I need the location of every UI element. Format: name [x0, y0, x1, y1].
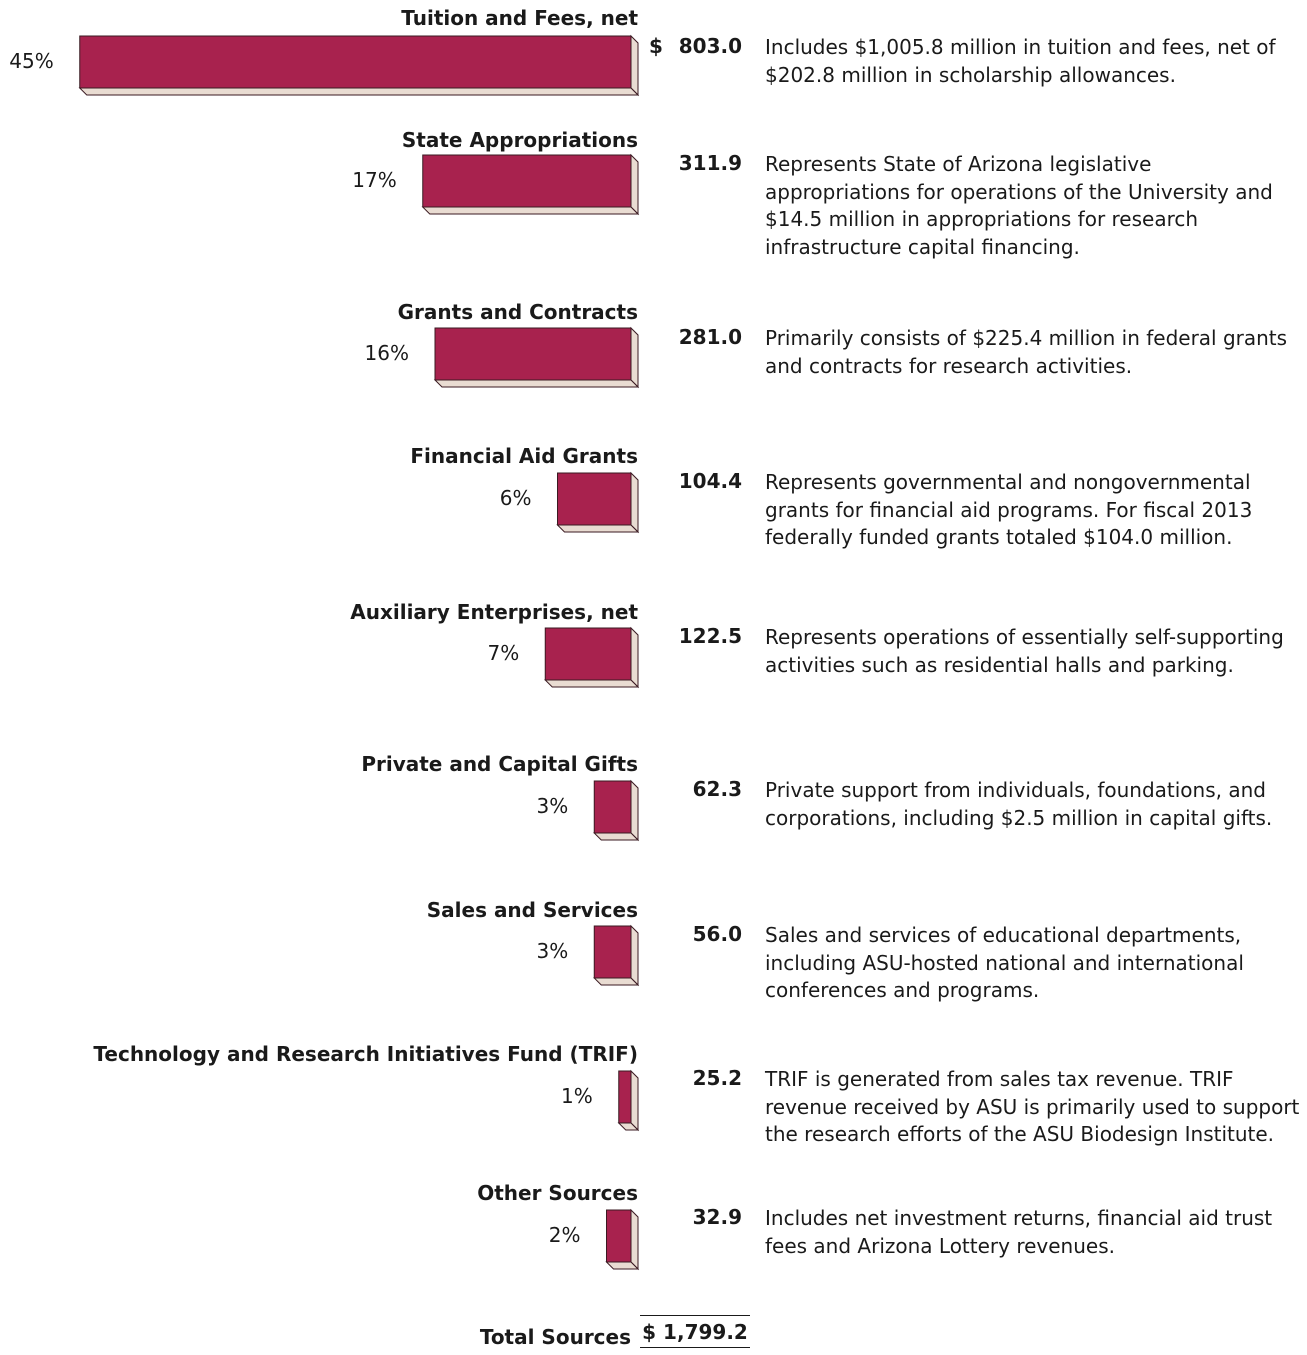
- bar-bottom-5: [593, 832, 640, 841]
- amount-label-8: 32.9: [692, 1205, 742, 1229]
- bar-6: [593, 924, 640, 987]
- bar-face-5: [593, 780, 632, 834]
- amount-label-4: 122.5: [678, 624, 742, 648]
- bar-bottom-0: [78, 87, 640, 96]
- description-5: Private support from individuals, founda…: [765, 778, 1273, 830]
- amount-label-2: 281.0: [678, 325, 742, 349]
- bar-3: [556, 471, 640, 534]
- description-4: Represents operations of essentially sel…: [765, 625, 1284, 677]
- bar-face-6: [593, 925, 632, 979]
- bar-4: [544, 626, 640, 689]
- category-label-1: State Appropriations: [401, 128, 638, 152]
- bar-1: [421, 153, 640, 216]
- bar-side-8: [630, 1208, 639, 1271]
- total-value: $ 1,799.2: [640, 1315, 750, 1348]
- bar-bottom-3: [556, 524, 640, 533]
- bar-bottom-1: [421, 206, 640, 215]
- percent-label-0: 45%: [9, 49, 54, 73]
- amount-label-5: 62.3: [692, 777, 742, 801]
- category-label-5: Private and Capital Gifts: [361, 752, 638, 776]
- bar-side-1: [630, 153, 639, 216]
- percent-label-6: 3%: [536, 939, 569, 963]
- category-label-3: Financial Aid Grants: [410, 444, 638, 468]
- description-8: Includes net investment returns, financi…: [765, 1206, 1273, 1258]
- category-label-0: Tuition and Fees, net: [401, 6, 638, 30]
- amount-label-7: 25.2: [692, 1066, 742, 1090]
- bar-face-8: [606, 1209, 632, 1263]
- bar-5: [593, 779, 640, 842]
- bar-side-7: [630, 1069, 639, 1132]
- bar-face-2: [434, 327, 632, 381]
- bar-face-4: [544, 627, 632, 681]
- description-6: Sales and services of educational depart…: [765, 923, 1244, 1002]
- percent-label-4: 7%: [487, 641, 520, 665]
- description-1: Represents State of Arizona legislative …: [765, 152, 1273, 259]
- percent-label-5: 3%: [536, 794, 569, 818]
- percent-label-8: 2%: [548, 1223, 581, 1247]
- percent-label-1: 17%: [352, 168, 397, 192]
- bar-7: [617, 1069, 640, 1132]
- category-label-7: Technology and Research Initiatives Fund…: [93, 1042, 638, 1066]
- bar-bottom-2: [433, 379, 640, 388]
- bar-bottom-6: [593, 977, 640, 986]
- description-3: Represents governmental and nongovernmen…: [765, 470, 1253, 549]
- bar-side-6: [630, 924, 639, 987]
- bar-side-5: [630, 779, 639, 842]
- bar-face-3: [557, 472, 632, 526]
- percent-label-7: 1%: [561, 1084, 593, 1108]
- bar-side-3: [630, 471, 639, 534]
- amount-label-6: 56.0: [692, 922, 742, 946]
- category-label-6: Sales and Services: [426, 898, 638, 922]
- percent-label-2: 16%: [364, 341, 409, 365]
- bar-bottom-4: [544, 679, 640, 688]
- category-label-4: Auxiliary Enterprises, net: [350, 600, 638, 624]
- bar-2: [433, 326, 640, 389]
- currency-symbol: $: [649, 34, 663, 58]
- bar-8: [605, 1208, 640, 1271]
- bar-side-4: [630, 626, 639, 689]
- bar-0: [78, 34, 640, 97]
- description-7: TRIF is generated from sales tax revenue…: [765, 1067, 1300, 1146]
- bar-side-0: [630, 34, 639, 97]
- percent-label-3: 6%: [499, 486, 532, 510]
- bar-side-2: [630, 326, 639, 389]
- amount-label-0: 803.0: [678, 34, 742, 58]
- category-label-2: Grants and Contracts: [397, 300, 638, 324]
- total-label: Total Sources: [479, 1325, 631, 1349]
- amount-label-3: 104.4: [678, 469, 742, 493]
- bar-face-7: [618, 1070, 632, 1124]
- description-0: Includes $1,005.8 million in tuition and…: [765, 35, 1276, 87]
- category-label-8: Other Sources: [477, 1181, 638, 1205]
- bar-face-1: [422, 154, 632, 208]
- amount-label-1: 311.9: [678, 151, 742, 175]
- bar-face-0: [79, 35, 632, 89]
- description-2: Primarily consists of $225.4 million in …: [765, 326, 1288, 378]
